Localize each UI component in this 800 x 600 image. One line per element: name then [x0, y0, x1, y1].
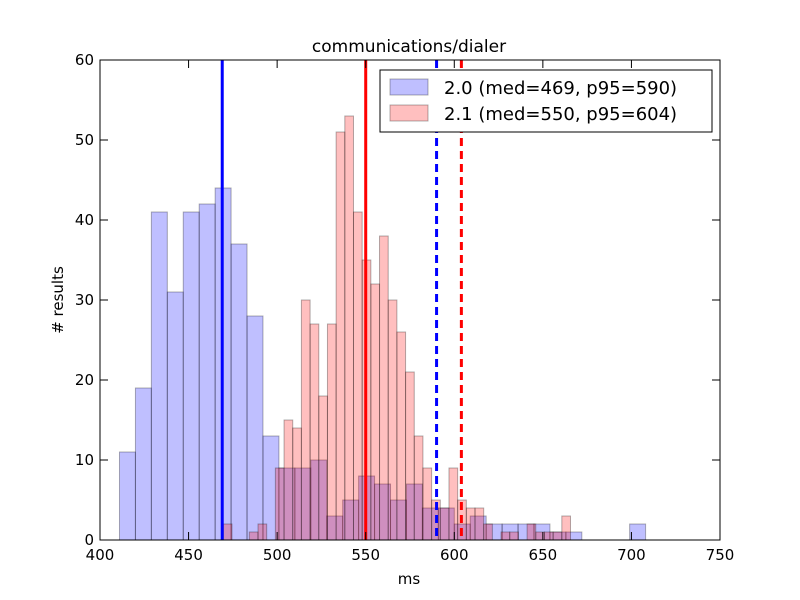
stat-lines-layer: [220, 60, 463, 540]
chart-title: communications/dialer: [312, 37, 506, 57]
histogram-bar-series-2: [370, 283, 381, 541]
legend-swatch-series-1: [389, 78, 429, 96]
y-axis-label: # results: [49, 266, 67, 334]
histogram-bar-series-2: [561, 515, 571, 541]
legend-box: [379, 69, 713, 133]
histogram-bar-series-2: [474, 507, 485, 541]
y-tick-label: 40: [75, 211, 94, 229]
histogram-bar-series-2: [309, 323, 320, 541]
x-tick-label: 650: [529, 546, 558, 564]
histogram-bar-series-2: [439, 507, 450, 541]
legend-swatch-series-2: [389, 104, 429, 122]
bars-layer: [118, 115, 647, 541]
histogram-bar-series-1: [134, 387, 152, 541]
legend: 2.0 (med=469, p95=590) 2.1 (med=550, p95=…: [379, 69, 713, 133]
legend-label-series-1: 2.0 (med=469, p95=590): [444, 78, 677, 99]
histogram-bar-series-2: [318, 395, 328, 541]
histogram-bar-series-2: [552, 531, 563, 541]
axes-layer: 400 450 500 550 600 650 700 750 0 10 20 30 40 50 60: [75, 51, 734, 564]
legend-label-series-2: 2.1 (med=550, p95=604): [444, 104, 677, 125]
x-axis-label: ms: [398, 570, 421, 588]
histogram-bar-series-2: [222, 523, 233, 541]
histogram-bar-series-1: [118, 451, 136, 541]
x-tick-label: 750: [706, 546, 735, 564]
histogram-bar-series-2: [543, 531, 554, 541]
x-tick-label: 550: [351, 546, 380, 564]
y-tick-label: 0: [84, 531, 94, 549]
histogram-bar-series-1: [198, 203, 216, 541]
histogram-bar-series-2: [413, 435, 424, 541]
histogram-bar-series-1: [246, 315, 264, 541]
histogram-bar-series-2: [344, 115, 354, 541]
histogram-bar-series-2: [422, 467, 433, 541]
histogram-bar-series-2: [509, 531, 519, 541]
y-tick-label: 10: [75, 451, 94, 469]
histogram-bar-series-1: [230, 243, 248, 541]
y-tick-label: 50: [75, 131, 94, 149]
y-tick-label: 60: [75, 51, 94, 69]
histogram-bar-series-2: [448, 467, 459, 541]
histogram-bar-series-2: [283, 419, 294, 541]
histogram-bar-series-1: [150, 211, 168, 541]
x-tick-label: 500: [263, 546, 292, 564]
histogram-bar-series-2: [379, 235, 389, 541]
histogram-bar-series-2: [274, 467, 285, 541]
histogram-bar-series-2: [335, 131, 346, 541]
histogram-bar-series-1: [182, 211, 200, 541]
histogram-bar-series-2: [526, 523, 537, 541]
histogram-bar-series-2: [465, 507, 476, 541]
y-tick-label: 30: [75, 291, 94, 309]
histogram-bar-series-1: [629, 523, 647, 541]
x-tick-label: 400: [86, 546, 115, 564]
histogram-bar-series-1: [166, 291, 184, 541]
histogram-bar-series-2: [300, 299, 311, 541]
histogram-bar-series-2: [352, 211, 363, 541]
y-tick-label: 20: [75, 371, 94, 389]
histogram-bar-series-2: [405, 371, 415, 541]
histogram-bar-series-2: [257, 523, 268, 541]
histogram-bar-series-2: [248, 531, 259, 541]
histogram-bar-series-2: [396, 331, 407, 541]
histogram-bar-series-2: [387, 299, 398, 541]
x-tick-label: 600: [440, 546, 469, 564]
x-tick-label: 700: [617, 546, 646, 564]
x-tick-label: 450: [174, 546, 203, 564]
histogram-bar-series-2: [292, 427, 302, 541]
histogram-bar-series-2: [483, 523, 493, 541]
histogram-bar-series-2: [326, 323, 337, 541]
histogram-bar-series-2: [500, 531, 511, 541]
